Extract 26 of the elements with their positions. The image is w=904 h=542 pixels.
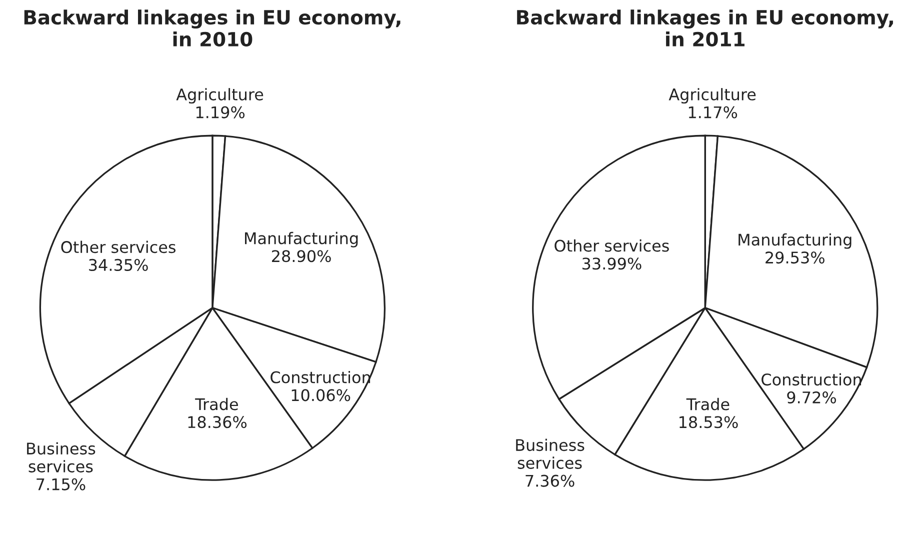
slice-label: Other services: [61, 240, 176, 254]
data-label: 18.53%: [680, 416, 738, 428]
data-label: 7.36%: [526, 474, 574, 487]
chart-title: Backward linkages in EU economy, in 2010: [24, 10, 400, 47]
slice-label: Manufacturing: [245, 232, 358, 248]
slice-label: Agriculture: [176, 88, 264, 104]
slice-label: Trade: [195, 398, 238, 410]
data-label: 29.53%: [766, 251, 824, 264]
data-label: 28.90%: [272, 250, 331, 262]
data-label: 9.72%: [787, 391, 836, 404]
slice-label: Construction: [270, 370, 370, 384]
chart-title: Backward linkages in EU economy, in 2011: [517, 10, 893, 47]
data-label: 18.36%: [188, 416, 247, 428]
data-label: 33.99%: [582, 258, 642, 270]
data-label: 1.17%: [688, 106, 738, 118]
slice-label: Manufacturing: [738, 233, 852, 249]
slice-label: Construction: [762, 373, 862, 386]
data-label: 1.19%: [196, 106, 245, 118]
slice-label: Other services: [554, 239, 669, 252]
data-label: 7.15%: [36, 478, 86, 490]
slice-label: Trade: [686, 398, 730, 410]
slice-label: Agriculture: [668, 88, 756, 104]
data-label: 34.35%: [89, 258, 148, 272]
slice-label: Business services: [27, 442, 96, 472]
data-label: 10.06%: [292, 389, 350, 402]
slice-label: Business services: [516, 438, 584, 469]
